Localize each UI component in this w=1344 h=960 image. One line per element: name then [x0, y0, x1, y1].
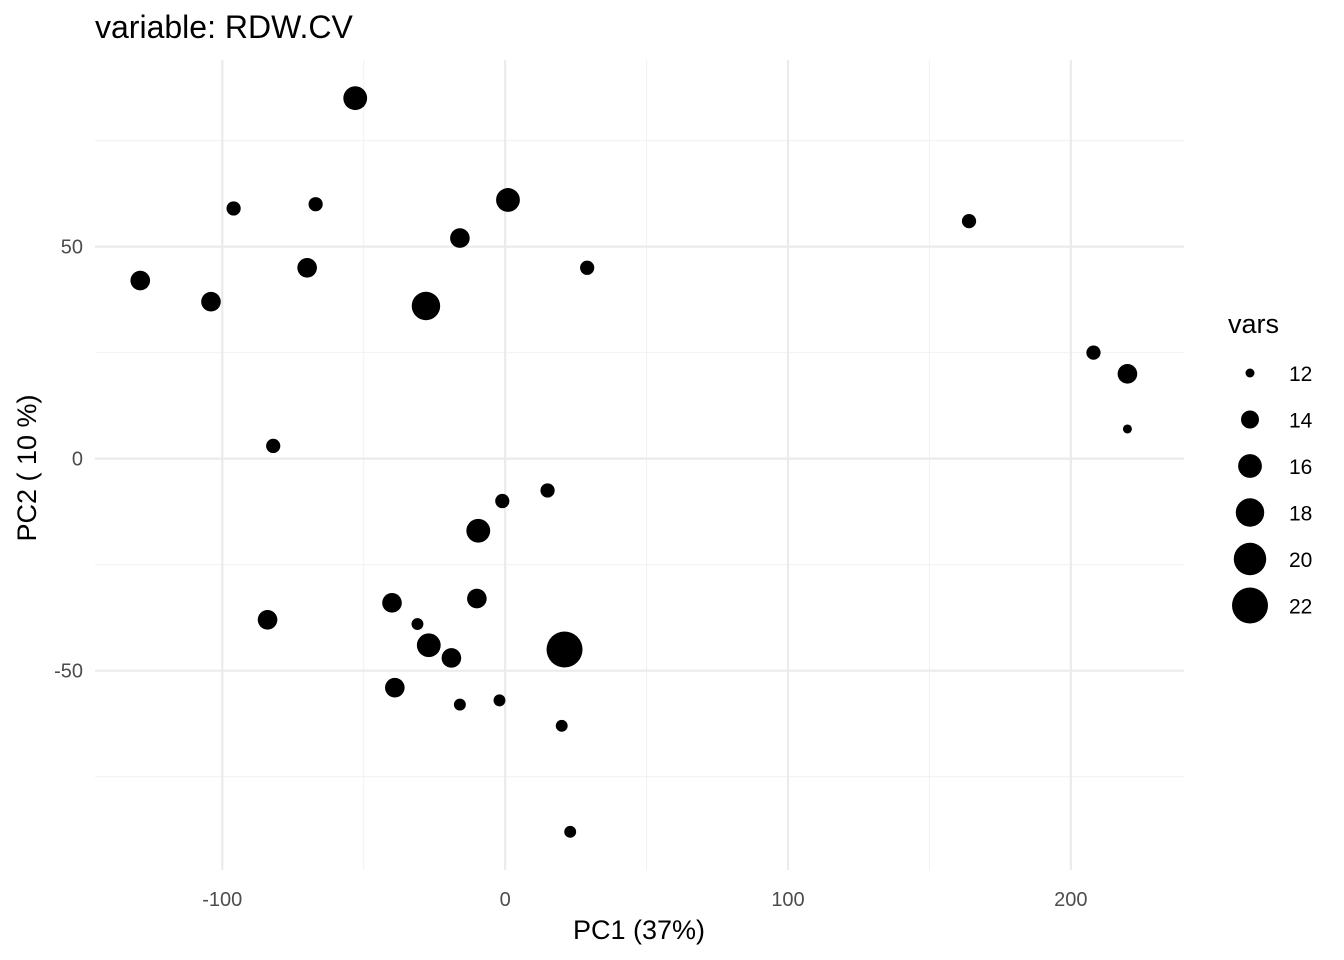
legend-key — [1245, 368, 1255, 378]
size-legend: vars 12 14 16 18 20 22 — [1228, 309, 1313, 624]
legend-key — [1232, 587, 1268, 624]
data-point — [546, 631, 583, 668]
grid — [95, 60, 1184, 870]
data-point — [385, 677, 405, 698]
data-point — [266, 438, 281, 454]
y-tick-label: 50 — [61, 237, 83, 259]
data-points — [130, 86, 1138, 838]
data-point — [257, 609, 278, 630]
data-point — [411, 291, 441, 321]
data-point — [564, 825, 577, 838]
data-point — [411, 618, 424, 630]
x-tick-label: 100 — [771, 889, 804, 911]
y-tick-label: 0 — [72, 449, 83, 471]
data-point — [467, 588, 487, 609]
y-axis-title: PC2 ( 10 %) — [12, 394, 42, 541]
data-point — [343, 86, 368, 111]
legend-label: 12 — [1289, 363, 1312, 386]
data-point — [466, 518, 491, 543]
legend-key — [1233, 542, 1267, 576]
x-tick-label: 200 — [1054, 889, 1087, 911]
x-axis-title: PC1 (37%) — [573, 915, 705, 945]
chart-title: variable: RDW.CV — [95, 9, 354, 45]
legend-key — [1235, 498, 1265, 527]
data-point — [201, 291, 221, 312]
data-point — [382, 593, 402, 613]
x-tick-label: 0 — [500, 889, 511, 911]
data-point — [493, 694, 506, 707]
legend-label: 14 — [1289, 410, 1313, 433]
data-point — [450, 228, 470, 248]
data-point — [1122, 424, 1132, 434]
legend-key — [1241, 410, 1259, 429]
y-tick-label: -50 — [54, 661, 83, 683]
data-point — [540, 483, 555, 498]
data-point — [441, 648, 462, 668]
legend-key — [1238, 454, 1262, 478]
data-point — [297, 257, 317, 278]
data-point — [1086, 345, 1101, 360]
data-point — [961, 214, 977, 229]
legend-label: 16 — [1289, 456, 1312, 479]
data-point — [555, 719, 568, 732]
axis-ticks: -100 0 100 200 -50 0 50 — [54, 237, 1087, 911]
data-point — [453, 698, 466, 711]
data-point — [308, 197, 323, 212]
legend-label: 20 — [1289, 549, 1312, 572]
legend-label: 18 — [1289, 503, 1312, 526]
data-point — [580, 260, 595, 275]
data-point — [416, 633, 441, 658]
data-point — [495, 493, 510, 509]
legend-label: 22 — [1289, 596, 1312, 619]
data-point — [226, 201, 241, 216]
legend-title: vars — [1228, 309, 1279, 339]
data-point — [496, 188, 520, 212]
x-tick-label: -100 — [202, 889, 242, 911]
data-point — [130, 270, 151, 291]
data-point — [1117, 364, 1138, 384]
